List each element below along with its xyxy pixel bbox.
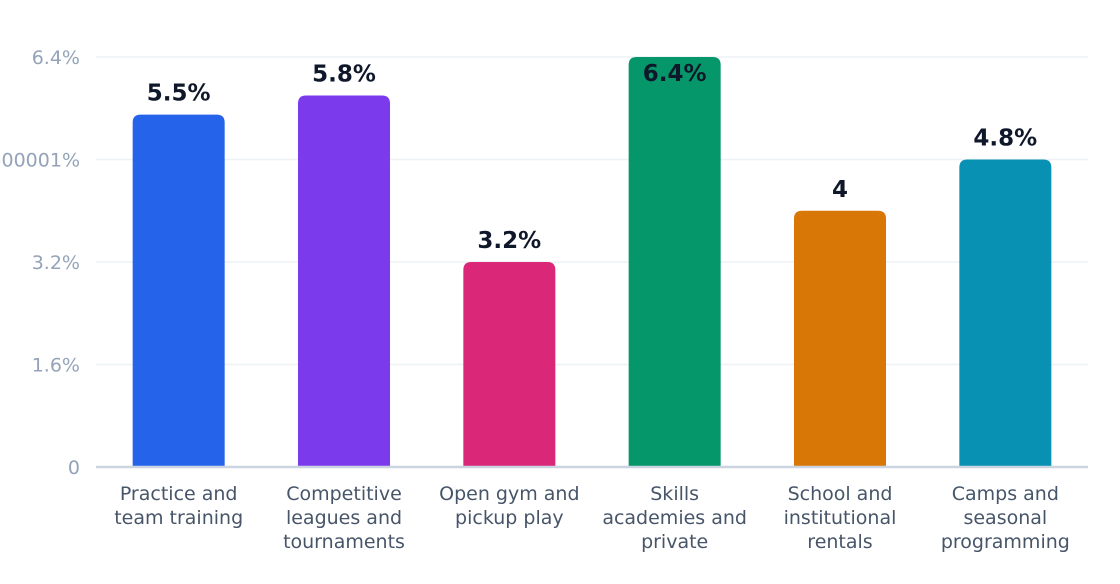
x-category-label: private xyxy=(641,531,708,553)
x-category-label: Open gym and xyxy=(439,483,579,505)
bar xyxy=(463,262,556,467)
gridlines xyxy=(96,56,1088,366)
bar xyxy=(628,57,721,467)
data-label: 5.5% xyxy=(147,81,211,107)
x-category-label: Competitive xyxy=(286,483,402,505)
bar xyxy=(298,95,390,467)
x-category-label: tournaments xyxy=(283,531,405,553)
data-label: 4 xyxy=(832,177,848,203)
x-category-label: Practice and xyxy=(120,483,238,505)
x-category-label: seasonal xyxy=(963,507,1047,529)
x-category-label: Camps and xyxy=(952,483,1059,505)
x-category-label: academies and xyxy=(602,507,747,529)
x-category-label: team training xyxy=(114,507,243,529)
x-category-label: programming xyxy=(941,531,1070,553)
data-label: 3.2% xyxy=(477,228,541,254)
data-label: 6.4% xyxy=(643,61,707,87)
data-labels: 5.5% 5.8% 3.2% 6.4% 4 4.8% xyxy=(147,61,1037,254)
data-label: 5.8% xyxy=(312,61,376,87)
x-category-label: rentals xyxy=(807,531,872,553)
x-category-label: School and xyxy=(788,483,893,505)
data-label: 4.8% xyxy=(973,126,1037,152)
bar xyxy=(959,159,1052,467)
x-category-label: pickup play xyxy=(455,507,564,529)
x-category-label: Skills xyxy=(650,483,699,505)
y-tick-label: 3.2% xyxy=(32,252,80,274)
y-axis-ticks: 0 1.6% 3.2% 4.800001% 6.4% xyxy=(0,47,80,479)
x-category-label: institutional xyxy=(784,507,897,529)
bar xyxy=(794,210,886,467)
bar xyxy=(132,114,225,467)
y-tick-label: 6.4% xyxy=(32,47,80,69)
y-tick-label: 0 xyxy=(68,457,80,479)
x-category-label: leagues and xyxy=(286,507,402,529)
y-tick-label: 1.6% xyxy=(32,355,80,377)
bars xyxy=(132,57,1052,467)
y-tick-label: 4.800001% xyxy=(0,150,80,172)
